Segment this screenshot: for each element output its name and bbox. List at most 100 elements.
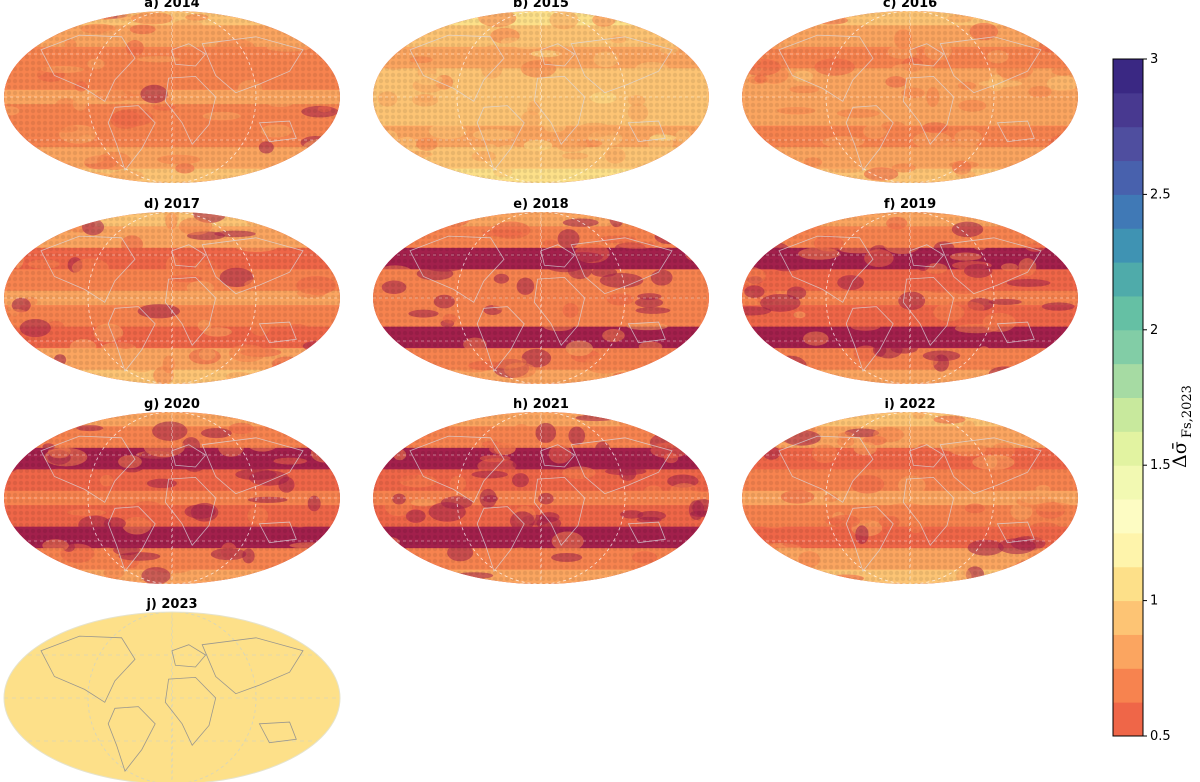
panel-title: j) 2023 [145,597,197,612]
coastline [164,676,217,747]
map-panel: i) 2022 [742,397,1078,584]
coastline [627,120,666,143]
colorbar-swatch [1113,499,1143,534]
colorbar-tick-label: 1.5 [1150,458,1171,473]
coastline [171,444,207,468]
colorbar-label-main: Δσ̄ [1169,441,1191,468]
map-panel: g) 2020 [4,397,340,584]
colorbar-swatch [1113,194,1143,229]
map-field [4,412,340,584]
coastline [909,43,945,67]
coastline [171,244,207,268]
map-field [373,412,709,584]
coastline [409,235,505,303]
map-panel: j) 2023 [3,597,341,782]
colorbar-ticks: 0.5 1 1.5 2 2.5 3 [1143,52,1171,744]
coastline [570,237,673,295]
colorbar-swatch [1113,702,1143,737]
colorbar-swatch [1113,59,1143,94]
coastline [107,506,156,572]
map-field [742,412,1078,584]
coastline [107,306,156,372]
coastline [540,244,576,268]
colorbar-swatch [1113,363,1143,398]
colorbar-swatch [1113,532,1143,568]
colorbar-tick-label: 0.5 [1150,729,1171,744]
coastline [533,476,586,547]
colorbar-swatch [1113,465,1143,500]
coastline [778,34,874,102]
coastline [201,36,304,94]
map-field [4,11,340,183]
coastline [996,321,1035,344]
map-field [4,212,340,384]
coastline [258,521,297,544]
coastline [40,435,136,503]
coastline [201,437,304,495]
panel-title: i) 2022 [884,397,935,412]
coastline [845,105,894,171]
coastline [939,437,1042,495]
coastline [164,75,217,146]
map-field [373,212,709,384]
colorbar-frame [1112,58,1144,737]
coastline [909,244,945,268]
panel-title: a) 2014 [144,0,199,11]
coastline [201,637,304,695]
panel-title: f) 2019 [884,197,936,212]
coastline [164,476,217,547]
coastline [778,435,874,503]
coastline [909,444,945,468]
coastline [476,306,525,372]
coastline [627,321,666,344]
colorbar-label-subscript: Fs,2023 [1180,385,1195,438]
colorbar-swatch [1113,566,1143,602]
colorbar-swatch [1113,600,1143,635]
colorbar-tick-label: 2 [1150,323,1158,338]
map-outline [3,611,341,782]
coastline [540,444,576,468]
coastline [171,43,207,67]
map-panel: a) 2014 [4,0,340,183]
colorbar-swatch [1113,329,1143,365]
colorbar-tick-label: 1 [1150,594,1158,609]
coastline [40,635,136,703]
coastline [902,75,955,146]
colorbar-swatch [1113,92,1143,128]
coastline [40,34,136,102]
colorbar-swatch [1113,160,1143,195]
colorbar-swatch [1113,295,1143,331]
coastline [845,506,894,572]
map-panel: e) 2018 [373,197,709,384]
coastline [258,321,297,344]
map-panel: h) 2021 [373,397,709,584]
panel-title: g) 2020 [144,397,200,412]
coastline [533,75,586,146]
panel-title: c) 2016 [883,0,937,11]
coastline [902,476,955,547]
coastline [939,237,1042,295]
panel-title: d) 2017 [144,197,200,212]
colorbar-swatch [1113,668,1143,703]
map-panel: f) 2019 [742,197,1078,384]
panel-title: b) 2015 [513,0,569,11]
coastline [845,306,894,372]
coastline [939,36,1042,94]
map-field [373,11,709,183]
colorbar-label: Δσ̄ Fs,2023 [1169,385,1195,468]
colorbar-swatch [1113,228,1143,263]
coastline [996,120,1035,143]
map-field [742,212,1078,384]
colorbar-swatch [1113,262,1143,297]
coastline [627,521,666,544]
coastline [164,276,217,347]
panel-title: e) 2018 [513,197,568,212]
coastline [171,644,207,668]
coastline [258,721,297,744]
colorbar-swatch [1113,397,1143,432]
coastline [201,237,304,295]
coastline [570,36,673,94]
map-panel: d) 2017 [4,197,340,384]
coastline [107,706,156,772]
